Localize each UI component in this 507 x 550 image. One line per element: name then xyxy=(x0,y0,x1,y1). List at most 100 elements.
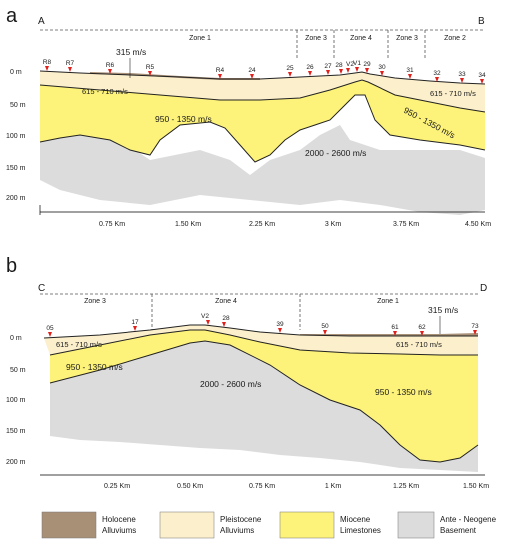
legend-swatch-holocene xyxy=(41,511,97,539)
station-marker xyxy=(339,69,343,74)
station-marker xyxy=(206,320,210,325)
panel-a-zone-label: Zone 1 xyxy=(189,35,211,42)
panel-b-depth-tick: 100 m xyxy=(6,397,26,404)
station-label: 27 xyxy=(324,63,332,70)
panel-b-depth-tick: 0 m xyxy=(10,335,22,342)
panel-b-velocity-pleistocene-right: 615 - 710 m/s xyxy=(396,340,442,349)
station-label: 26 xyxy=(306,64,314,71)
panel-b-surface-line xyxy=(43,324,478,339)
legend-label-line2: Alluviums xyxy=(220,526,254,535)
station-label: 33 xyxy=(458,71,466,78)
station-marker xyxy=(108,69,112,74)
station-marker xyxy=(278,328,282,333)
station-marker xyxy=(288,72,292,77)
station-marker xyxy=(250,74,254,79)
legend: Holocene Alluviums Pleistocene Alluviums… xyxy=(41,511,497,539)
panel-b-zone-label: Zone 4 xyxy=(215,298,237,305)
panel-b-letter: b xyxy=(6,255,17,277)
panel-b-distance-tick: 1.25 Km xyxy=(393,483,419,490)
station-marker xyxy=(408,74,412,79)
panel-a-distance-tick: 3 Km xyxy=(325,221,342,228)
panel-b-end-label: D xyxy=(480,283,487,294)
station-label: 50 xyxy=(321,323,329,330)
panel-a-depth-tick: 100 m xyxy=(6,133,26,140)
panel-a-letter: a xyxy=(6,5,18,27)
legend-swatch-pleistocene xyxy=(159,511,215,539)
station-label: R6 xyxy=(106,62,115,69)
station-label: V2 xyxy=(201,313,209,320)
panel-a-zone-label: Zone 3 xyxy=(396,35,418,42)
panel-a-depth-tick: 150 m xyxy=(6,165,26,172)
panel-a-velocity-holocene: 315 m/s xyxy=(116,47,146,57)
station-marker xyxy=(48,332,52,337)
panel-a-distance-tick: 3.75 Km xyxy=(393,221,419,228)
station-label: 30 xyxy=(378,64,386,71)
panel-a-miocene-top-line xyxy=(39,79,486,113)
panel-a-start-label: A xyxy=(38,16,45,27)
panel-a-zone-label: Zone 4 xyxy=(350,35,372,42)
panel-a-distance-tick: 0.75 Km xyxy=(99,221,125,228)
panel-a-pleistocene-layer xyxy=(40,71,485,112)
panel-a-velocity-basement: 2000 - 2600 m/s xyxy=(305,148,366,158)
panel-a-holocene-layer xyxy=(90,72,260,80)
station-marker xyxy=(218,74,222,79)
panel-a-velocity-pleistocene-left: 615 - 710 m/s xyxy=(82,87,128,96)
station-label: 61 xyxy=(391,324,399,331)
legend-label-line2: Basement xyxy=(440,526,477,535)
station-marker xyxy=(222,322,226,327)
station-marker xyxy=(393,331,397,336)
panel-a-distance-tick: 4.50 Km xyxy=(465,221,491,228)
station-marker xyxy=(323,330,327,335)
panel-a-end-label: B xyxy=(478,16,485,27)
station-label: R7 xyxy=(66,60,75,67)
station-label: 24 xyxy=(248,67,256,74)
panel-a-velocity-pleistocene-right: 615 - 710 m/s xyxy=(430,89,476,98)
legend-label-line2: Limestones xyxy=(340,526,381,535)
station-marker xyxy=(480,79,484,84)
station-marker xyxy=(420,331,424,336)
station-label: 28 xyxy=(335,62,343,69)
panel-b: b C D Zone 3 Zone 4 Zone 1 315 m/s 615 -… xyxy=(6,255,489,490)
station-label: 05 xyxy=(46,325,54,332)
station-label: 31 xyxy=(406,67,414,74)
panel-b-miocene-top-line xyxy=(49,329,478,356)
panel-b-distance-tick: 0.75 Km xyxy=(249,483,275,490)
station-label: 17 xyxy=(131,319,139,326)
panel-b-distance-tick: 1.50 Km xyxy=(463,483,489,490)
panel-b-zone-boundaries xyxy=(40,293,478,330)
panel-b-depth-tick: 50 m xyxy=(10,367,26,374)
panel-a-zone-label: Zone 3 xyxy=(305,35,327,42)
panel-a-stations: R8 R7 R6 R5 R4 24 25 26 27 28 V2 V1 29 30 31 32 33 34 xyxy=(43,59,486,84)
station-label: 32 xyxy=(433,70,441,77)
panel-a-velocity-miocene-left: 950 - 1350 m/s xyxy=(155,114,212,124)
panel-a-depth-tick: 50 m xyxy=(10,102,26,109)
station-label: 28 xyxy=(222,315,230,322)
legend-label-line1: Miocene xyxy=(340,515,371,524)
station-marker xyxy=(148,71,152,76)
panel-b-velocity-miocene-left: 950 - 1350 m/s xyxy=(66,362,123,372)
panel-b-distance-tick: 1 Km xyxy=(325,483,342,490)
station-marker xyxy=(380,71,384,76)
panel-b-zone-label: Zone 1 xyxy=(377,298,399,305)
panel-b-depth-tick: 150 m xyxy=(6,428,26,435)
station-marker xyxy=(45,66,49,71)
legend-swatch-basement xyxy=(397,511,435,539)
panel-b-zone-label: Zone 3 xyxy=(84,298,106,305)
legend-label-line2: Alluviums xyxy=(102,526,136,535)
station-marker xyxy=(68,67,72,72)
station-label: R8 xyxy=(43,59,52,66)
panel-b-miocene-layer xyxy=(50,330,478,462)
station-marker xyxy=(435,77,439,82)
station-marker xyxy=(346,68,350,73)
station-label: 29 xyxy=(363,61,371,68)
panel-a: a A B Zone 1 Zone 3 Zone 4 Zone 3 Zone 2… xyxy=(6,5,491,228)
panel-b-velocity-basement: 2000 - 2600 m/s xyxy=(200,379,261,389)
panel-b-velocity-miocene-right: 950 - 1350 m/s xyxy=(375,387,432,397)
panel-b-depth-tick: 200 m xyxy=(6,459,26,466)
station-label: 34 xyxy=(478,72,486,79)
legend-label-line1: Ante - Neogene xyxy=(440,515,497,524)
station-marker xyxy=(308,71,312,76)
panel-a-depth-tick: 0 m xyxy=(10,69,22,76)
station-label: 62 xyxy=(418,324,426,331)
